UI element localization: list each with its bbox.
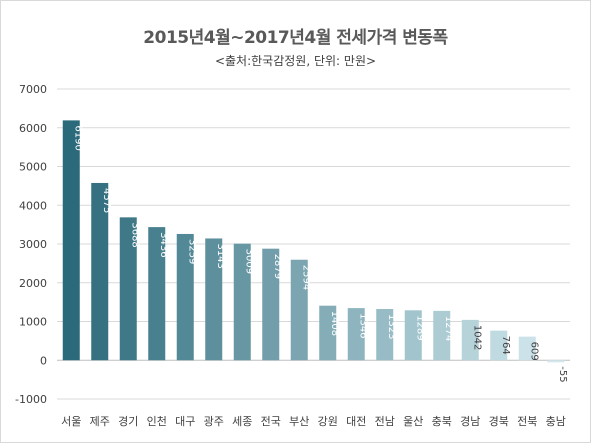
bar <box>433 310 451 361</box>
y-tick-label: 2000 <box>19 277 47 290</box>
x-category-label: 제주 <box>90 415 110 428</box>
x-category-label: 부산 <box>289 415 309 428</box>
bar <box>119 217 137 361</box>
bar <box>376 308 394 361</box>
y-tick-label: 5000 <box>19 161 47 174</box>
x-category-label: 울산 <box>403 415 423 428</box>
bar <box>518 336 536 361</box>
bar-value-label: 3143 <box>215 243 226 268</box>
x-category-label: 경남 <box>460 415 480 428</box>
y-tick-label: 0 <box>40 354 47 367</box>
bar-value-label: 6190 <box>72 125 83 150</box>
chart-subtitle: <출처:한국감정원, 단위: 만원> <box>214 54 377 68</box>
bar-value-label: 3259 <box>186 239 197 264</box>
bar <box>347 308 365 361</box>
bar-value-label: 2594 <box>300 265 311 290</box>
bar-value-label: 1274 <box>443 316 454 341</box>
bar-value-label: 4575 <box>101 188 112 213</box>
bar <box>91 182 109 361</box>
bar <box>62 120 80 361</box>
bar <box>490 330 508 361</box>
x-category-label: 전국 <box>261 415 281 428</box>
x-category-label: 전북 <box>517 415 537 428</box>
x-category-label: 충남 <box>546 415 566 428</box>
y-tick-label: 1000 <box>19 316 47 329</box>
x-category-label: 서울 <box>61 415 81 428</box>
bar <box>290 259 308 361</box>
bar <box>319 305 337 361</box>
bar <box>404 310 422 361</box>
y-tick-label: 7000 <box>19 83 47 96</box>
bar-value-label: 764 <box>500 336 511 355</box>
x-category-label: 대구 <box>175 415 195 428</box>
chart-title: 2015년4월~2017년4월 전세가격 변동폭 <box>143 28 448 48</box>
bar-value-label: 1323 <box>386 314 397 339</box>
x-category-label: 경기 <box>118 415 138 428</box>
x-category-label: 광주 <box>204 415 224 428</box>
bar-value-label: 3436 <box>158 232 169 257</box>
x-category-label: 세종 <box>232 415 252 428</box>
bar <box>461 319 479 361</box>
bar <box>233 243 251 361</box>
bar-value-label: 1042 <box>471 325 482 350</box>
bar <box>547 360 565 363</box>
bar-value-label: 2879 <box>272 254 283 279</box>
bar-value-label: 3009 <box>243 249 254 274</box>
x-category-label: 인천 <box>147 414 167 428</box>
y-tick-label: 6000 <box>19 122 47 135</box>
bar-value-label: 1408 <box>329 311 340 336</box>
bar-value-label: -55 <box>557 366 568 382</box>
bar <box>148 227 166 361</box>
bar-value-label: 609 <box>528 342 539 361</box>
bar <box>176 233 194 361</box>
bar-value-label: 1289 <box>414 315 425 340</box>
bar <box>205 238 223 361</box>
y-tick-label: -1000 <box>15 393 47 406</box>
bar-value-label: 1346 <box>357 313 368 338</box>
bar-value-label: 3688 <box>129 222 140 247</box>
x-category-label: 경북 <box>489 415 509 428</box>
x-category-label: 강원 <box>318 415 338 428</box>
x-category-label: 전남 <box>375 415 395 428</box>
bar <box>262 248 280 361</box>
y-tick-label: 4000 <box>19 199 47 212</box>
x-category-label: 충북 <box>432 415 452 428</box>
y-tick-label: 3000 <box>19 238 47 251</box>
x-category-label: 대전 <box>346 415 366 428</box>
